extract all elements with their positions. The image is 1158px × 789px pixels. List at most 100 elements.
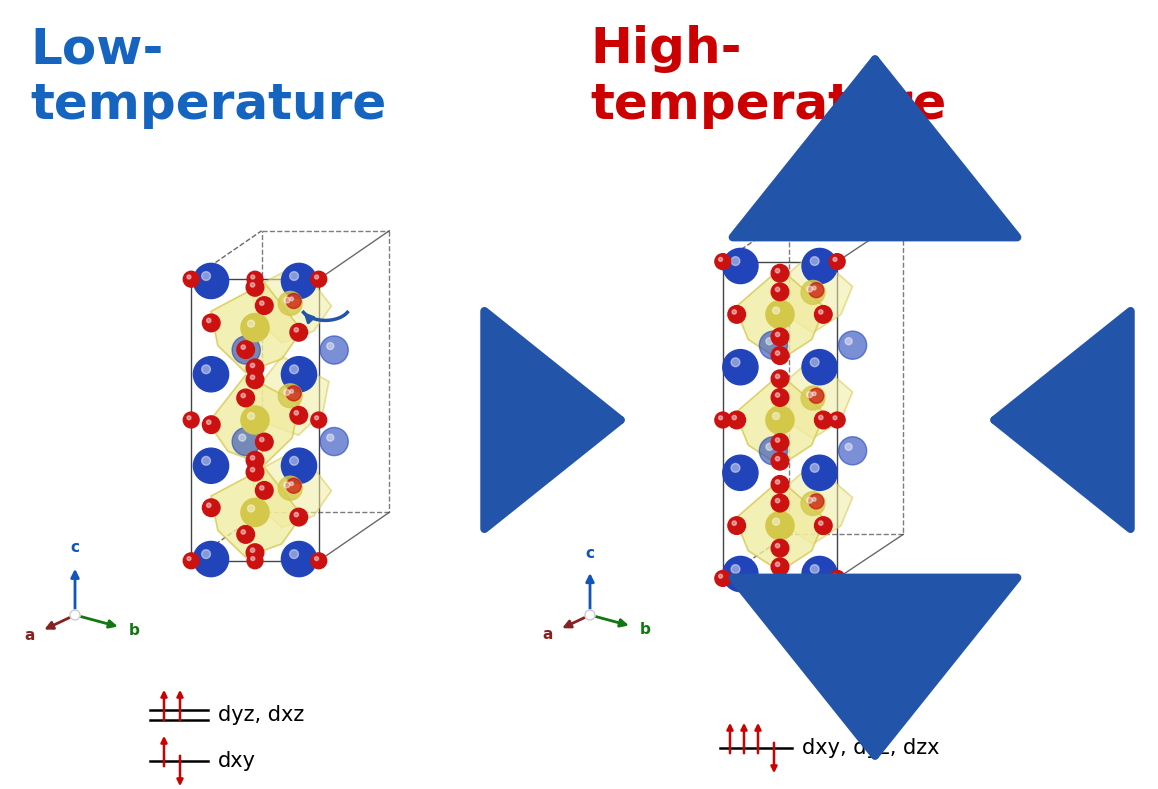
Circle shape [281, 264, 316, 298]
Circle shape [801, 280, 824, 305]
Circle shape [838, 437, 866, 465]
Circle shape [829, 570, 845, 586]
Circle shape [760, 331, 787, 359]
Circle shape [278, 383, 302, 408]
Polygon shape [211, 468, 302, 557]
Circle shape [812, 286, 816, 290]
Circle shape [290, 297, 293, 301]
Circle shape [284, 390, 290, 395]
Circle shape [814, 517, 833, 534]
Circle shape [247, 544, 264, 562]
Circle shape [714, 412, 731, 428]
Circle shape [819, 310, 823, 314]
Circle shape [310, 553, 327, 569]
Circle shape [201, 456, 211, 466]
Circle shape [183, 553, 199, 569]
Circle shape [776, 562, 779, 567]
Circle shape [284, 482, 290, 488]
Polygon shape [211, 282, 302, 372]
Circle shape [776, 332, 779, 337]
Circle shape [232, 428, 261, 455]
Circle shape [723, 556, 758, 592]
Circle shape [807, 286, 813, 292]
Circle shape [731, 358, 740, 367]
Circle shape [833, 257, 837, 261]
Circle shape [714, 570, 731, 586]
Circle shape [290, 271, 299, 280]
Circle shape [250, 282, 255, 287]
Circle shape [728, 517, 746, 534]
Circle shape [186, 416, 191, 420]
Circle shape [776, 393, 779, 397]
Circle shape [771, 452, 789, 470]
Circle shape [281, 357, 316, 392]
Circle shape [776, 457, 779, 461]
Circle shape [811, 463, 819, 473]
Circle shape [776, 351, 779, 355]
Circle shape [771, 389, 789, 406]
Circle shape [814, 305, 833, 323]
Circle shape [310, 271, 327, 287]
Circle shape [772, 518, 779, 525]
Circle shape [315, 556, 318, 560]
Circle shape [284, 297, 290, 303]
Circle shape [776, 438, 779, 443]
Circle shape [771, 264, 789, 282]
Circle shape [812, 497, 816, 501]
Circle shape [250, 375, 255, 380]
Circle shape [256, 481, 273, 499]
Circle shape [811, 565, 819, 574]
Circle shape [723, 350, 758, 385]
Circle shape [801, 492, 824, 515]
Circle shape [771, 540, 789, 557]
Circle shape [808, 494, 823, 509]
Circle shape [776, 287, 779, 292]
Polygon shape [249, 357, 329, 436]
Circle shape [802, 455, 837, 491]
Circle shape [183, 271, 199, 287]
Circle shape [248, 505, 255, 512]
Circle shape [327, 434, 334, 441]
Circle shape [732, 415, 736, 420]
Circle shape [259, 301, 264, 305]
Circle shape [731, 463, 740, 473]
Circle shape [719, 257, 723, 261]
Circle shape [829, 254, 845, 270]
Circle shape [320, 428, 349, 455]
Circle shape [771, 494, 789, 512]
Circle shape [256, 433, 273, 451]
Circle shape [327, 342, 334, 350]
Circle shape [247, 271, 263, 287]
Circle shape [247, 553, 263, 569]
Circle shape [206, 420, 211, 424]
Circle shape [845, 338, 852, 345]
Circle shape [771, 283, 789, 301]
Circle shape [819, 415, 823, 420]
Circle shape [203, 314, 220, 331]
Circle shape [247, 463, 264, 481]
Circle shape [203, 416, 220, 433]
Polygon shape [774, 357, 852, 438]
Circle shape [239, 342, 245, 350]
Circle shape [278, 477, 302, 500]
Circle shape [814, 411, 833, 428]
Circle shape [241, 529, 245, 534]
Circle shape [290, 508, 308, 526]
Circle shape [833, 416, 837, 420]
Circle shape [193, 541, 228, 577]
Circle shape [203, 499, 220, 517]
Circle shape [241, 393, 245, 398]
Polygon shape [251, 449, 331, 528]
Circle shape [728, 411, 746, 428]
Circle shape [819, 521, 823, 525]
Circle shape [247, 371, 264, 388]
Circle shape [241, 499, 269, 526]
Circle shape [807, 497, 813, 503]
Circle shape [771, 558, 789, 576]
Circle shape [765, 406, 794, 434]
Circle shape [186, 275, 191, 279]
Circle shape [290, 482, 293, 485]
Circle shape [250, 455, 255, 460]
Circle shape [69, 610, 80, 620]
Circle shape [765, 443, 774, 451]
